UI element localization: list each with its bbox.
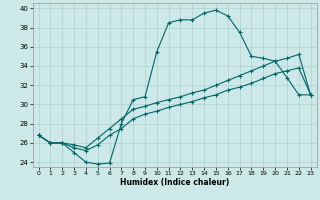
X-axis label: Humidex (Indice chaleur): Humidex (Indice chaleur): [120, 178, 229, 187]
